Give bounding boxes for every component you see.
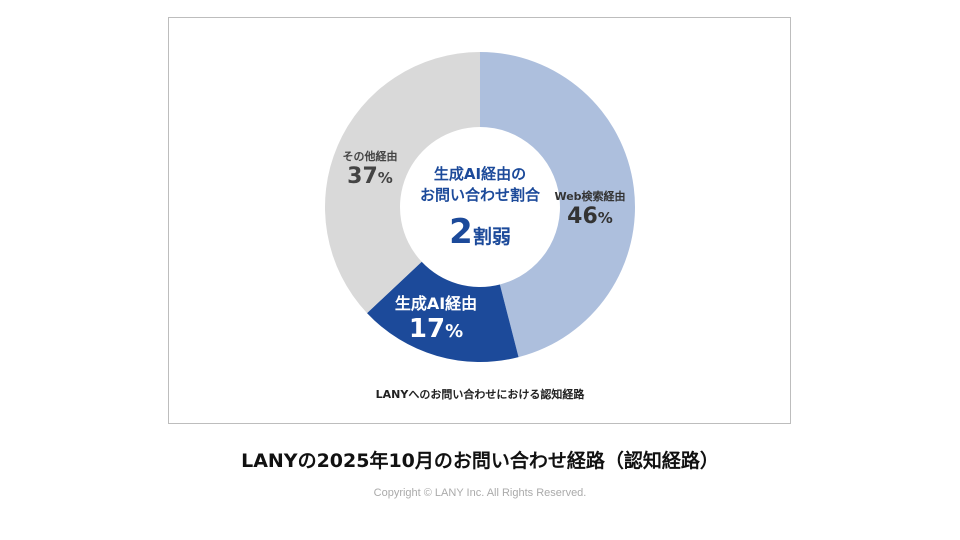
center-big-suffix: 割弱 [472,226,511,248]
center-text: 生成AI経由の お問い合わせ割合 2割弱 [420,164,540,252]
unit: % [377,169,393,187]
center-line1: 生成AI経由の [433,165,527,183]
donut-slice-2 [324,51,480,314]
slice-label-web: Web検索経由 46% [554,188,625,229]
slice-name: その他経由 [342,150,398,163]
slice-label-ai: 生成AI経由 17% [395,290,477,347]
slice-name: Web検索経由 [554,190,626,203]
donut-slice-0 [480,52,636,358]
donut-slice-1 [367,261,519,362]
center-line2: お問い合わせ割合 [419,186,541,204]
chart-caption: LANYへのお問い合わせにおける認知経路 [375,388,585,401]
slice-label-other: その他経由 37% [343,148,398,189]
slice-name: 生成AI経由 [394,294,478,313]
page-title: LANYの2025年10月のお問い合わせ経路（認知経路） [241,450,719,472]
unit: % [597,209,613,227]
slice-value: 37 [347,164,378,189]
unit: % [445,321,464,342]
copyright: Copyright © LANY Inc. All Rights Reserve… [373,487,587,499]
slice-value: 17 [408,314,446,344]
center-big-number: 2 [449,212,473,252]
slice-value: 46 [567,204,598,229]
chart-frame [168,17,791,424]
